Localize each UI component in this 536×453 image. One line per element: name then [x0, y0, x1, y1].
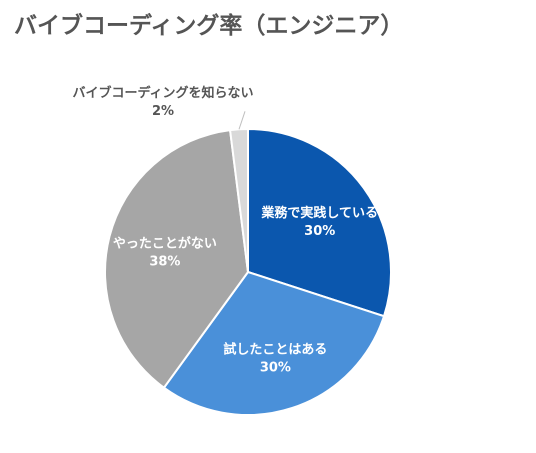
pie-slice-2 — [162, 270, 386, 416]
slice-value-2: 30% — [260, 360, 291, 375]
slice-label-2: 試したことはある — [223, 341, 327, 357]
slice-label-3: やったことがない — [113, 236, 217, 252]
slice-label-4: バイブコーディングを知らない — [72, 85, 253, 101]
pie-slice-3 — [104, 129, 250, 390]
chart-title: バイブコーディング率（エンジニア） — [14, 13, 404, 39]
leader-line-4 — [238, 111, 246, 130]
leader-lines — [238, 111, 246, 130]
pie-slices — [104, 127, 392, 416]
pie-slice-4 — [228, 127, 249, 273]
slice-label-1: 業務で実践している — [260, 205, 378, 221]
pie-slice-1 — [247, 127, 392, 318]
slice-value-3: 38% — [149, 255, 180, 270]
slice-labels: 業務で実践している 30% 試したことはある 30% やったことがない 38% バイブコーデ… — [72, 85, 378, 375]
slice-value-1: 30% — [304, 224, 335, 239]
slice-value-4: 2% — [152, 104, 174, 119]
